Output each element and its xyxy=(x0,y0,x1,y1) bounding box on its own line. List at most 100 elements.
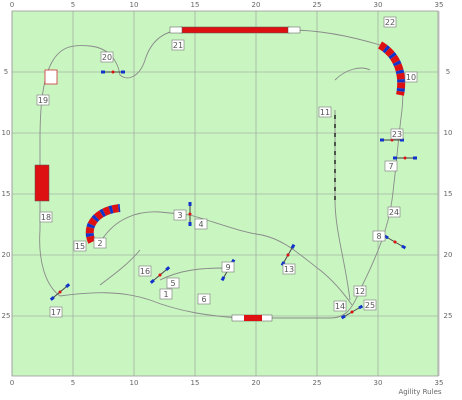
y-tick-label: 5 xyxy=(4,68,8,76)
label-box xyxy=(100,51,114,63)
tunnel xyxy=(377,41,406,96)
obstacle-number: 13 xyxy=(284,265,294,274)
x-tick-label: 15 xyxy=(191,1,200,9)
obstacle-number: 1 xyxy=(163,290,168,299)
x-tick-label: 0 xyxy=(10,379,14,387)
jump-wing xyxy=(358,304,364,310)
obstacle-number: 12 xyxy=(355,287,365,296)
obstacle-number: 10 xyxy=(406,73,416,82)
x-tick-label: 15 xyxy=(191,379,200,387)
tunnel xyxy=(85,204,121,244)
x-tick-label: 20 xyxy=(252,379,261,387)
jump-center xyxy=(403,156,407,160)
x-tick-label: 10 xyxy=(130,379,139,387)
obstacle-number: 17 xyxy=(51,308,61,317)
x-tick-label: 10 xyxy=(130,1,139,9)
x-tick-label: 0 xyxy=(10,1,14,9)
obstacle-number: 11 xyxy=(320,108,330,117)
x-tick-label: 25 xyxy=(313,379,322,387)
y-tick-label: 15 xyxy=(2,190,11,198)
label-box xyxy=(159,288,173,300)
x-tick-label: 20 xyxy=(252,1,261,9)
jump xyxy=(149,266,171,284)
y-tick-label: 15 xyxy=(444,190,453,198)
x-tick-label: 35 xyxy=(435,379,444,387)
jump-center xyxy=(393,240,397,244)
jump-center xyxy=(111,70,115,74)
footer: Agility Rules xyxy=(398,388,441,396)
x-tick-label: 5 xyxy=(71,379,75,387)
y-tick-label: 20 xyxy=(2,251,11,259)
label-box xyxy=(387,206,401,218)
obstacle-number: 15 xyxy=(75,242,85,251)
a-frame xyxy=(34,164,50,202)
jump-center xyxy=(350,310,354,314)
course-path xyxy=(99,67,371,301)
jump-wing xyxy=(49,295,55,301)
obstacle-number: 4 xyxy=(198,220,203,229)
label-box xyxy=(384,160,398,172)
label-box xyxy=(282,263,296,275)
obstacle-number: 5 xyxy=(170,279,175,288)
y-tick-label: 20 xyxy=(444,251,453,259)
label-box xyxy=(318,106,332,118)
course-path xyxy=(99,211,353,306)
label-box xyxy=(138,265,152,277)
label-box xyxy=(221,261,235,273)
obstacle-number: 7 xyxy=(388,162,393,171)
obstacle-number: 24 xyxy=(389,208,399,217)
field xyxy=(11,10,439,377)
label-box xyxy=(173,209,187,221)
jump xyxy=(49,283,71,301)
y-tick-label: 25 xyxy=(444,312,453,320)
jump-wing xyxy=(340,314,346,320)
dogwalk xyxy=(179,26,291,34)
jump-wing xyxy=(149,278,155,284)
obstacle-number: 14 xyxy=(335,302,345,311)
jump-center xyxy=(286,253,290,257)
obstacle-number: 23 xyxy=(392,130,402,139)
tunnel xyxy=(377,41,406,96)
jump-center xyxy=(158,273,162,277)
jump-wing xyxy=(401,244,407,250)
jump-wing xyxy=(165,266,171,272)
label-box xyxy=(383,16,397,28)
dogwalk-end xyxy=(287,26,301,34)
label-box xyxy=(390,128,404,140)
obstacle-number: 18 xyxy=(41,213,51,222)
obstacle-number: 19 xyxy=(38,96,48,105)
x-tick-label: 35 xyxy=(435,1,444,9)
y-tick-label: 25 xyxy=(2,312,11,320)
jump xyxy=(188,202,192,226)
jump xyxy=(101,70,125,74)
label-box xyxy=(39,211,53,223)
obstacle-number: 25 xyxy=(365,301,375,310)
label-box xyxy=(197,293,211,305)
x-tick-label: 30 xyxy=(374,379,383,387)
label-box xyxy=(372,230,386,242)
jump xyxy=(393,156,417,160)
label-box xyxy=(171,39,185,51)
dogwalk-end xyxy=(169,26,183,34)
y-tick-label: 10 xyxy=(2,129,11,137)
obstacle-number: 2 xyxy=(97,239,102,248)
obstacle-number: 21 xyxy=(173,41,183,50)
label-box xyxy=(93,237,107,249)
tunnel xyxy=(85,204,121,244)
y-tick-label: 10 xyxy=(444,129,453,137)
label-box xyxy=(49,306,63,318)
jump-center xyxy=(188,212,192,216)
obstacle-number: 6 xyxy=(201,295,206,304)
obstacle-number: 16 xyxy=(140,267,150,276)
y-tick-label: 5 xyxy=(446,68,450,76)
jump-wing xyxy=(280,261,286,267)
label-box xyxy=(194,218,208,230)
jump xyxy=(340,304,364,320)
obstacle-number: 3 xyxy=(177,211,182,220)
x-tick-label: 25 xyxy=(313,1,322,9)
label-box xyxy=(36,94,50,106)
jump-wing xyxy=(65,283,71,289)
label-box xyxy=(353,285,367,297)
obstacle-number: 9 xyxy=(225,263,230,272)
